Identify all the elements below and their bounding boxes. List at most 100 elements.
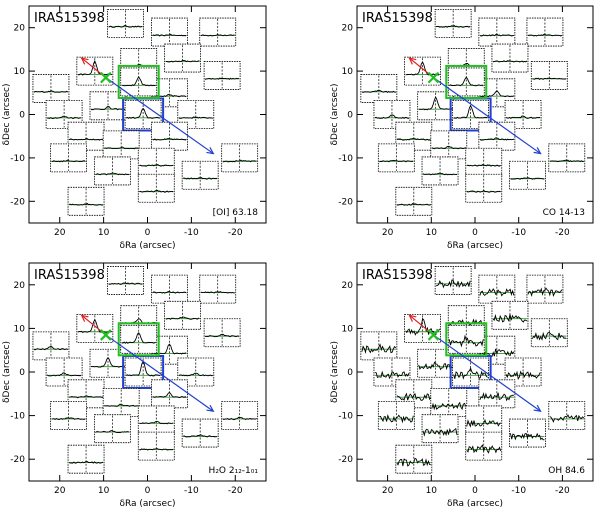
- spaxel-spectrum: [417, 91, 455, 121]
- spectrum-line: [68, 460, 104, 464]
- spectrum-line: [69, 395, 104, 399]
- spaxel-spectrum: [430, 130, 468, 160]
- spaxel-spectrum: [164, 300, 202, 330]
- spectrum-line: [505, 115, 541, 119]
- spaxel-spectrum: [526, 274, 564, 304]
- spaxel-spectrum: [509, 418, 546, 448]
- spectrum-line: [492, 60, 528, 63]
- y-tick-label: 10: [342, 67, 354, 77]
- spaxel-spectrum: [137, 173, 175, 203]
- spaxel-spectrum: [478, 274, 516, 304]
- spectrum-line: [90, 356, 126, 368]
- spectrum-line: [152, 33, 187, 37]
- spaxel-spectrum: [107, 266, 144, 295]
- x-tick-label: 0: [472, 486, 478, 496]
- y-tick-label: -20: [10, 455, 25, 465]
- x-tick-label: 20: [54, 228, 66, 238]
- spectrum-line: [152, 291, 187, 294]
- spaxel-spectrum: [548, 143, 586, 173]
- spectrum-line: [178, 372, 213, 377]
- y-tick-label: -10: [338, 412, 353, 422]
- spectrum-line: [422, 172, 458, 176]
- spaxel-spectrum: [421, 414, 459, 444]
- spaxel-spectrum: [32, 331, 70, 361]
- spectrum-line: [479, 288, 515, 297]
- spaxel-spectrum: [509, 160, 546, 190]
- spectrum-line: [527, 287, 563, 297]
- spectrum-line: [374, 370, 410, 380]
- y-tick-label: -20: [338, 197, 353, 207]
- line-label: H₂O 2₁₂-1₀₁: [209, 466, 259, 476]
- spectrum-line: [222, 159, 257, 163]
- spectrum-line: [435, 279, 471, 289]
- x-tick-label: -10: [511, 486, 526, 496]
- spaxel-spectrum: [117, 64, 160, 99]
- spectrum-line: [139, 420, 174, 425]
- y-tick-label: -10: [338, 154, 353, 164]
- line-label: CO 14-13: [543, 208, 585, 218]
- spectrum-line: [436, 25, 471, 28]
- y-axis-label: δDec (arcsec): [330, 84, 340, 146]
- x-tick-label: -20: [228, 228, 243, 238]
- spaxel-spectrum: [50, 401, 87, 431]
- x-axis-label: δRa (arcsec): [447, 241, 503, 251]
- y-tick-label: 10: [342, 324, 354, 334]
- spaxel-spectrum: [151, 17, 188, 47]
- spaxel-spectrum: [50, 143, 87, 173]
- spaxel-spectrum: [93, 414, 131, 444]
- spaxel-spectrum: [478, 121, 516, 151]
- spectrum-line: [549, 414, 585, 423]
- y-tick-label: 0: [347, 111, 353, 121]
- spaxel-spectrum: [478, 379, 516, 409]
- spectrum-line: [418, 361, 453, 371]
- spectrum-line: [200, 290, 235, 294]
- spaxel-spectrum: [360, 74, 398, 103]
- spaxel-spectrum: [199, 17, 237, 47]
- spaxel-spectrum: [203, 318, 241, 348]
- y-tick-label: 20: [14, 24, 26, 34]
- x-tick-label: -20: [555, 228, 570, 238]
- spectrum-line: [139, 189, 174, 193]
- x-tick-label: 10: [98, 486, 110, 496]
- spectrum-line: [466, 189, 501, 193]
- spectrum-line: [77, 59, 112, 76]
- y-tick-label: 0: [19, 368, 25, 378]
- spaxel-spectrum: [151, 379, 188, 409]
- spaxel-spectrum: [137, 431, 175, 461]
- spaxel-spectrum: [404, 56, 441, 86]
- spaxel-spectrum: [491, 300, 529, 330]
- spectrum-line: [466, 163, 501, 167]
- x-tick-label: -10: [184, 228, 199, 238]
- spectrum-line: [125, 107, 161, 119]
- x-tick-label: 20: [54, 486, 66, 496]
- x-tick-label: 10: [98, 228, 110, 238]
- blue-outflow-lobe: [105, 77, 214, 155]
- x-tick-label: 20: [382, 486, 394, 496]
- spectrum-line: [108, 282, 143, 285]
- spectrum-line: [51, 159, 86, 163]
- y-tick-label: -20: [338, 455, 353, 465]
- spectrum-line: [139, 163, 174, 167]
- spaxel-spectrum: [465, 147, 503, 177]
- y-axis-label: δDec (arcsec): [2, 341, 12, 403]
- spaxel-spectrum: [530, 318, 568, 348]
- source-name: IRAS15398: [34, 268, 105, 283]
- spectrum-line: [479, 33, 515, 37]
- spectrum-line: [108, 24, 143, 28]
- spaxel-spectrum: [76, 313, 114, 343]
- panel-3: 20 10 0 -10 -20 -20 -10 0 10 20 δRa (arcsec) δDec (…: [2, 262, 267, 509]
- spectrum-line: [405, 61, 440, 76]
- source-position-marker: [100, 71, 112, 84]
- spectrum-line: [531, 331, 567, 341]
- spaxel-spectrum: [360, 331, 398, 361]
- spaxel-spectrum: [67, 186, 105, 216]
- source-name: IRAS15398: [34, 11, 105, 26]
- spectrum-line: [396, 202, 431, 206]
- spectrum-line: [33, 345, 69, 351]
- spectrum-line: [152, 391, 187, 399]
- spectrum-line: [396, 457, 431, 467]
- spaxel-spectrum: [395, 186, 433, 216]
- x-tick-label: -20: [228, 486, 243, 496]
- spaxel-spectrum: [102, 388, 140, 417]
